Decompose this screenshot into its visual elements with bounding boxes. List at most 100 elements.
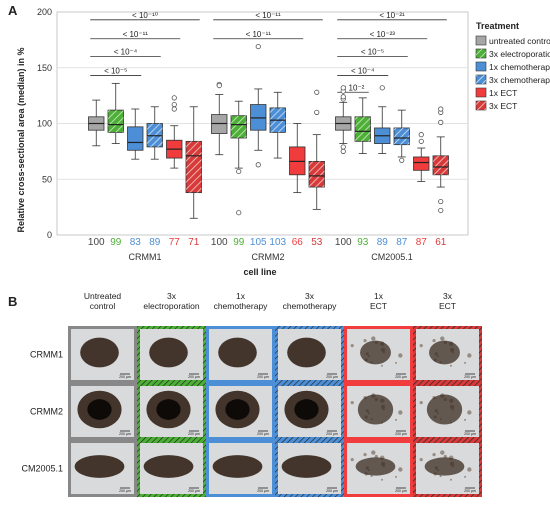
cell-debris [350,344,354,348]
box-hatch [394,127,410,145]
legend-entry: untreated control [489,36,550,46]
cell-debris [467,353,472,358]
scale-bar-label: 200 µm [464,432,476,436]
median-value-label: 83 [130,237,142,248]
column-header: 1x [374,291,384,301]
median-value-label: 89 [377,237,389,248]
legend: Treatment untreated control 3x electropor… [475,21,550,111]
significance-label: < 10⁻¹¹ [246,30,272,39]
median-value-label: 100 [88,237,105,248]
outlier-point [255,162,261,168]
box-CRMM2-1 [230,100,247,216]
box-CM2005.1-5 [432,106,449,214]
outlier-point [340,85,346,91]
median-value-label: 77 [169,237,181,248]
y-tick-label: 150 [37,63,52,73]
micrograph-CRMM2-5: 200 µm [413,383,482,440]
outlier-point [171,95,177,101]
box-hatch [108,110,124,133]
legend-swatch-hatch [476,75,486,84]
box-CRMM1-0 [88,99,105,147]
outlier-point [171,101,177,108]
outlier-point [340,144,346,150]
outlier-point [438,106,444,112]
box-body [127,126,144,151]
box-hatch [355,116,371,142]
micrograph-CRMM1-0: 200 µm [68,326,137,383]
cell-debris [419,458,423,462]
micrograph-CRMM1-4: 200 µm [344,326,413,383]
cell-debris [419,344,423,348]
median-value-label: 105 [250,237,267,248]
cell-debris [398,467,403,472]
panel-b-letter: B [8,294,17,309]
box-CRMM1-1 [107,82,124,144]
significance-label: < 10⁻⁵ [361,48,384,57]
outlier-point [236,210,242,216]
row-header: CRMM2 [30,407,63,417]
outlier-point [418,132,424,138]
micrograph-CRMM2-3: 200 µm [275,383,344,440]
box-CM2005.1-4 [413,132,430,182]
cell-debris [432,453,436,457]
micrograph-CM2005.1-5: 200 µm [413,440,482,497]
spheroid [74,455,125,478]
spheroid-core [294,399,319,420]
scale-bar-label: 200 µm [326,489,338,493]
spheroid [429,340,460,365]
spheroid-core [156,399,181,420]
scale-bar-label: 200 µm [188,375,200,379]
legend-entry: 1x chemotherapy [489,62,550,72]
scale-bar-label: 200 µm [326,432,338,436]
scale-bar-label: 200 µm [464,375,476,379]
outlier-point [314,109,320,115]
median-value-label: 89 [149,237,161,248]
legend-swatch-hatch [476,49,486,58]
scale-bar-label: 200 µm [395,432,407,436]
significance-label: < 10⁻⁵ [104,67,127,76]
outlier-point [216,82,222,89]
outlier-point [171,106,177,112]
spheroid [281,455,332,478]
legend-swatch-hatch [476,101,486,110]
significance-label: < 10⁻¹¹ [123,30,149,39]
micrograph-CM2005.1-0: 200 µm [68,440,137,497]
y-tick-label: 50 [42,174,52,184]
spheroid [357,394,394,425]
spheroid [149,337,188,368]
outlier-point [236,168,242,175]
cell-debris [371,336,376,341]
median-value-label: 66 [292,237,304,248]
box-hatch [231,115,247,138]
spheroid-core [225,399,250,420]
median-value-label: 61 [435,237,447,248]
cell-debris [440,450,445,455]
median-value-label: 87 [396,237,408,248]
box-CM2005.1-1 [354,97,371,155]
micrograph-CM2005.1-4: 200 µm [344,440,413,497]
median-value-label: 71 [188,237,200,248]
significance-label: < 10⁻²³ [370,30,396,39]
spheroid-core [87,399,112,420]
column-header: 3x [443,291,453,301]
box-body [413,156,430,171]
cell-debris [374,454,378,459]
cell-debris [398,353,403,358]
cell-debris [419,401,423,405]
legend-entry: 3x chemotherapy [489,75,550,85]
significance-label: < 10⁻¹¹ [255,11,281,20]
legend-entry: 3x ECT [489,101,517,111]
group-label: CM2005.1 [371,252,413,262]
box-CRMM2-2 [250,43,267,168]
spheroid [212,455,263,478]
cell-debris [380,364,383,367]
cell-debris [350,458,354,462]
outlier-point [314,89,320,95]
box-CRMM2-3 [269,91,286,159]
outlier-point [340,148,346,154]
legend-entry: 1x ECT [489,88,517,98]
spheroid [424,457,465,476]
median-value-label: 100 [335,237,352,248]
x-axis-title: cell line [243,267,276,277]
outlier-point [399,157,405,163]
